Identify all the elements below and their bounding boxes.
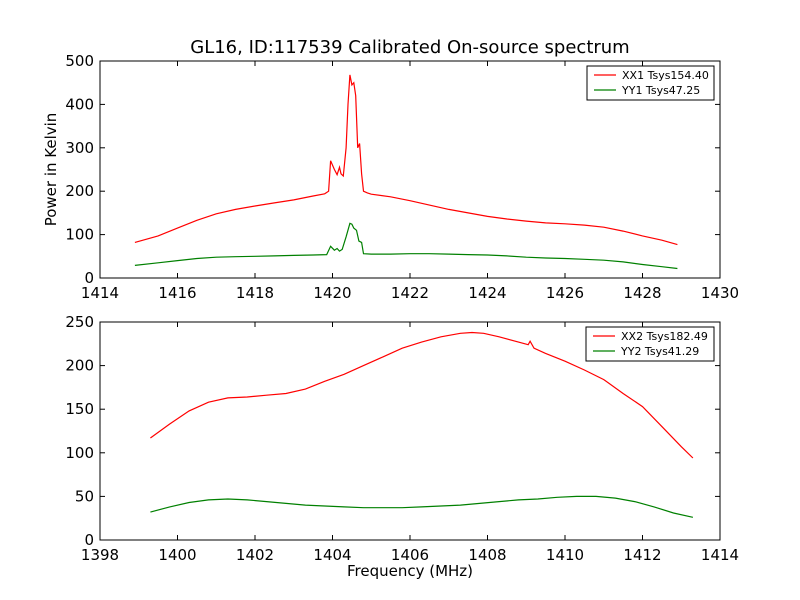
bottom-series-line-1: [150, 331, 694, 459]
top-legend-label-2: YY1 Tsys47.25: [621, 84, 700, 97]
top-y-tick-label: 500: [65, 52, 94, 70]
bottom-x-axis-label: Frequency (MHz): [347, 562, 473, 580]
top-y-tick-label: 400: [65, 95, 94, 113]
bottom-legend-label-1: XX2 Tsys182.49: [621, 330, 708, 343]
bottom-plot: 1398 1400 1402 1404 1406 1408 1410 1412 1414 0 50 1…: [65, 313, 739, 580]
bottom-x-tick-label: 1398: [81, 546, 119, 564]
bottom-x-tick-label: 1406: [391, 546, 429, 564]
top-x-tick-label: 1426: [546, 284, 584, 302]
chart-title: GL16, ID:117539 Calibrated On-source spe…: [190, 37, 629, 58]
top-x-tick-label: 1418: [236, 284, 274, 302]
bottom-legend-label-2: YY2 Tsys41.29: [620, 345, 699, 358]
bottom-y-tick-label: 200: [65, 357, 94, 375]
top-y-tick-label: 0: [84, 269, 94, 287]
top-y-tick-label: 100: [65, 226, 94, 244]
bottom-y-tick-label: 250: [65, 313, 94, 331]
top-x-tick-label: 1422: [391, 284, 429, 302]
top-y-axis-label: Power in Kelvin: [42, 113, 60, 227]
top-x-tick-label: 1430: [701, 284, 739, 302]
bottom-x-tick-label: 1402: [236, 546, 274, 564]
top-legend-label-1: XX1 Tsys154.40: [622, 69, 709, 82]
bottom-y-tick-label: 0: [84, 531, 94, 549]
top-y-tick-label: 200: [65, 182, 94, 200]
top-series-line-2: [134, 222, 678, 270]
top-x-tick-label: 1428: [623, 284, 661, 302]
bottom-x-tick-label: 1408: [468, 546, 506, 564]
bottom-x-tick-label: 1414: [701, 546, 739, 564]
top-x-tick-label: 1416: [158, 284, 196, 302]
top-x-tick-label: 1420: [313, 284, 351, 302]
bottom-x-tick-label: 1400: [158, 546, 196, 564]
top-y-tick-label: 300: [65, 139, 94, 157]
bottom-series-line-2: [150, 495, 694, 518]
bottom-legend: XX2 Tsys182.49 YY2 Tsys41.29: [585, 326, 715, 362]
bottom-legend-box: [585, 326, 715, 362]
bottom-y-tick-label: 100: [65, 444, 94, 462]
bottom-y-tick-label: 50: [75, 487, 94, 505]
top-series-line-1: [134, 74, 678, 246]
top-x-tick-label: 1424: [468, 284, 506, 302]
top-plot: 1414 1416 1418 1420 1422 1424 1426 1428 1430 0 100…: [42, 52, 739, 302]
top-legend-box: [586, 65, 715, 101]
bottom-y-tick-label: 150: [65, 400, 94, 418]
bottom-x-tick-label: 1412: [623, 546, 661, 564]
bottom-x-tick-label: 1410: [546, 546, 584, 564]
top-legend: XX1 Tsys154.40 YY1 Tsys47.25: [586, 65, 715, 101]
top-x-tick-label: 1414: [81, 284, 119, 302]
bottom-x-tick-label: 1404: [313, 546, 351, 564]
